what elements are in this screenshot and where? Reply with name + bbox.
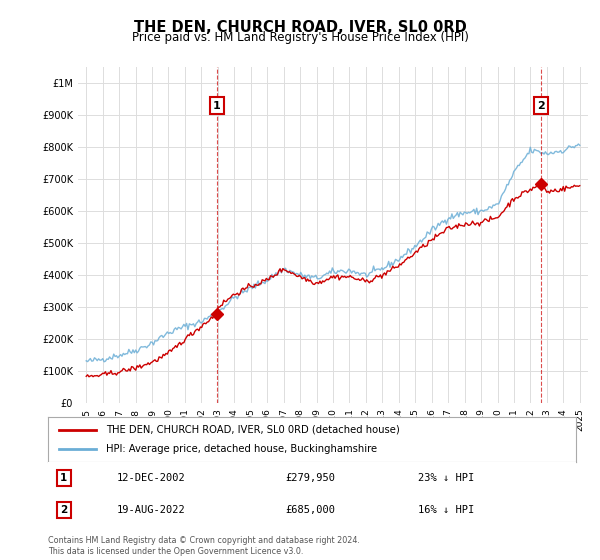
Text: 19-AUG-2022: 19-AUG-2022 xyxy=(116,505,185,515)
Text: 12-DEC-2002: 12-DEC-2002 xyxy=(116,473,185,483)
Text: THE DEN, CHURCH ROAD, IVER, SL0 0RD (detached house): THE DEN, CHURCH ROAD, IVER, SL0 0RD (det… xyxy=(106,424,400,435)
Text: 23% ↓ HPI: 23% ↓ HPI xyxy=(418,473,474,483)
Text: HPI: Average price, detached house, Buckinghamshire: HPI: Average price, detached house, Buck… xyxy=(106,445,377,455)
Text: £279,950: £279,950 xyxy=(286,473,335,483)
Text: THE DEN, CHURCH ROAD, IVER, SL0 0RD: THE DEN, CHURCH ROAD, IVER, SL0 0RD xyxy=(134,20,466,35)
Text: 16% ↓ HPI: 16% ↓ HPI xyxy=(418,505,474,515)
Text: Contains HM Land Registry data © Crown copyright and database right 2024.
This d: Contains HM Land Registry data © Crown c… xyxy=(48,536,360,556)
Text: 2: 2 xyxy=(537,101,545,111)
Text: 1: 1 xyxy=(60,473,67,483)
Text: 2: 2 xyxy=(60,505,67,515)
Text: 1: 1 xyxy=(213,101,221,111)
Text: Price paid vs. HM Land Registry's House Price Index (HPI): Price paid vs. HM Land Registry's House … xyxy=(131,31,469,44)
Text: £685,000: £685,000 xyxy=(286,505,335,515)
